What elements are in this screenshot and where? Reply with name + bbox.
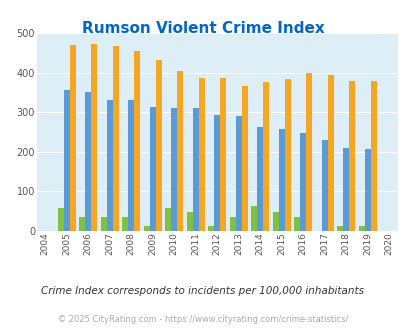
Bar (348, 81, 354, 231)
Bar (177, 71, 183, 231)
Bar (100, 217, 107, 231)
Bar (370, 81, 376, 231)
Bar (143, 226, 149, 231)
Bar (128, 100, 134, 231)
Bar (321, 140, 327, 231)
Bar (284, 79, 290, 231)
Bar (58, 208, 64, 231)
Bar (208, 226, 214, 231)
Bar (134, 51, 140, 231)
Bar (337, 226, 342, 231)
Text: Rumson Violent Crime Index: Rumson Violent Crime Index (81, 21, 324, 36)
Bar (155, 60, 161, 231)
Bar (85, 92, 91, 231)
Bar (272, 213, 278, 231)
Bar (364, 149, 370, 231)
Bar (79, 217, 85, 231)
Bar (165, 209, 171, 231)
Bar (305, 73, 311, 231)
Bar (186, 213, 192, 231)
Bar (107, 100, 113, 231)
Bar (122, 217, 128, 231)
Bar (241, 86, 247, 231)
Bar (198, 78, 204, 231)
Bar (262, 82, 269, 231)
Bar (192, 108, 198, 231)
Bar (171, 108, 177, 231)
Bar (64, 90, 70, 231)
Bar (257, 127, 262, 231)
Bar (220, 78, 226, 231)
Bar (70, 45, 75, 231)
Bar (235, 116, 241, 231)
Bar (149, 108, 155, 231)
Bar (113, 46, 118, 231)
Bar (214, 115, 220, 231)
Bar (299, 133, 305, 231)
Text: © 2025 CityRating.com - https://www.cityrating.com/crime-statistics/: © 2025 CityRating.com - https://www.city… (58, 315, 347, 324)
Bar (327, 75, 333, 231)
Bar (358, 226, 364, 231)
Bar (342, 148, 348, 231)
Bar (294, 217, 299, 231)
Bar (278, 129, 284, 231)
Bar (251, 207, 257, 231)
Text: Crime Index corresponds to incidents per 100,000 inhabitants: Crime Index corresponds to incidents per… (41, 286, 364, 296)
Bar (229, 217, 235, 231)
Bar (91, 44, 97, 231)
